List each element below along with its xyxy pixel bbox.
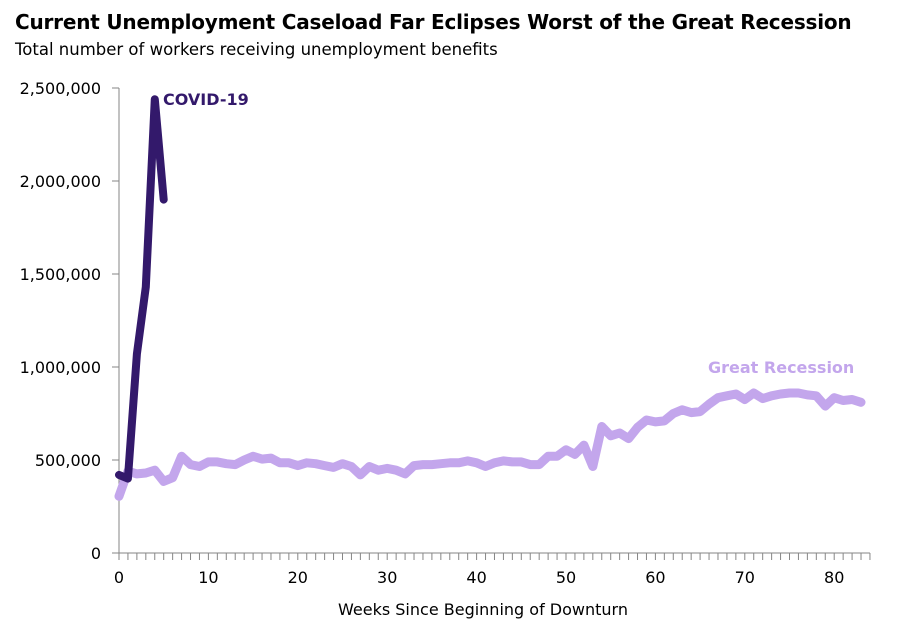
chart-title: Current Unemployment Caseload Far Eclips… [15,10,852,34]
x-tick-label: 10 [198,568,218,587]
y-tick-label: 2,500,000 [20,79,101,98]
x-tick-label: 50 [556,568,576,587]
y-tick-label: 0 [91,544,101,563]
y-tick-label: 1,500,000 [20,265,101,284]
x-tick-label: 70 [735,568,755,587]
great-recession-series-line [114,388,866,501]
x-tick-label: 80 [824,568,844,587]
y-tick-label: 500,000 [35,451,101,470]
x-tick-label: 20 [288,568,308,587]
covid-19-series-line [115,95,168,483]
series-layer [114,95,866,501]
covid-series-label: COVID-19 [163,90,249,109]
x-tick-label: 60 [645,568,665,587]
x-tick-label: 40 [466,568,486,587]
chart-subtitle: Total number of workers receiving unempl… [15,40,498,59]
axes: 0 500,000 1,000,000 1,500,000 2,000,000 2,500… [20,79,871,587]
x-tick-label: 0 [114,568,124,587]
y-tick-label: 2,000,000 [20,172,101,191]
y-tick-label: 1,000,000 [20,358,101,377]
x-tick-label: 30 [377,568,397,587]
great-recession-series-label: Great Recession [708,358,854,377]
x-axis-title: Weeks Since Beginning of Downturn [338,600,628,619]
